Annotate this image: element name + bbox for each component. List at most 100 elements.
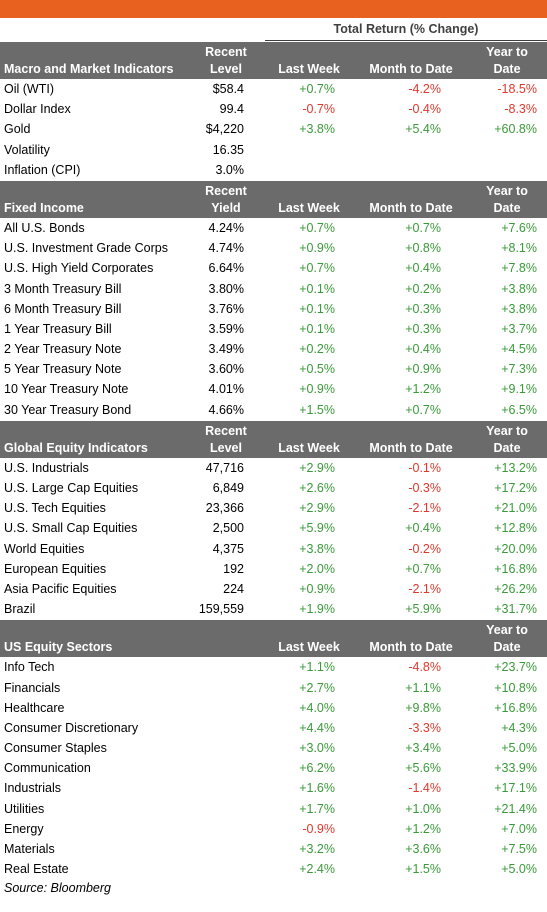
ytd-header-top: Year to xyxy=(486,623,528,638)
row-month-to-date: +1.5% xyxy=(405,862,441,877)
row-year-to-date: +16.8% xyxy=(494,561,537,576)
row-name: Brazil xyxy=(4,602,36,617)
row-year-to-date: +3.8% xyxy=(501,281,537,296)
week-header: Last Week xyxy=(278,440,340,455)
row-last-week: +3.8% xyxy=(299,122,335,137)
row-name: Energy xyxy=(4,821,44,836)
row-level: $4,220 xyxy=(205,122,244,137)
table-row: Healthcare +4.0% +9.8% +16.8% xyxy=(0,699,547,719)
row-level: 159,559 xyxy=(198,602,244,617)
row-year-to-date: +12.8% xyxy=(494,521,537,536)
row-last-week: +1.6% xyxy=(299,781,335,796)
table-row: Materials +3.2% +3.6% +7.5% xyxy=(0,840,547,860)
row-year-to-date: +7.0% xyxy=(501,821,537,836)
total-return-header: Total Return (% Change) xyxy=(0,18,547,42)
market-table: Macro and Market Indicators Recent Level La… xyxy=(0,42,547,880)
row-level: 4.74% xyxy=(208,241,244,256)
row-month-to-date: +5.4% xyxy=(405,122,441,137)
table-row: 2 Year Treasury Note 3.49% +0.2% +0.4% +4.5% xyxy=(0,340,547,360)
row-year-to-date: +21.0% xyxy=(494,501,537,516)
row-last-week: +3.0% xyxy=(299,741,335,756)
row-month-to-date: +1.1% xyxy=(405,680,441,695)
row-month-to-date: -1.4% xyxy=(408,781,441,796)
row-month-to-date: +3.6% xyxy=(405,842,441,856)
row-level: 3.59% xyxy=(208,321,244,336)
ytd-header: Date xyxy=(493,440,521,455)
row-name: U.S. Industrials xyxy=(4,460,89,475)
row-year-to-date: +7.3% xyxy=(501,362,537,377)
section-header: Fixed Income Recent Yield Last Week Month to… xyxy=(0,180,547,219)
row-year-to-date: +7.5% xyxy=(501,842,537,856)
table-row: Consumer Discretionary +4.4% -3.3% +4.3% xyxy=(0,719,547,739)
ytd-header: Date xyxy=(493,200,521,215)
row-name: Real Estate xyxy=(4,862,69,877)
table-row: U.S. Investment Grade Corps 4.74% +0.9% +0.… xyxy=(0,239,547,259)
row-level: 3.49% xyxy=(208,342,244,357)
row-year-to-date: +17.1% xyxy=(494,781,537,796)
row-name: U.S. Investment Grade Corps xyxy=(4,241,168,256)
row-last-week: +0.7% xyxy=(299,220,335,235)
row-year-to-date: +33.9% xyxy=(494,761,537,776)
row-month-to-date: -0.3% xyxy=(408,481,441,495)
row-year-to-date: +7.8% xyxy=(501,261,537,276)
table-row: 10 Year Treasury Note 4.01% +0.9% +1.2% +9.1… xyxy=(0,380,547,400)
week-header: Last Week xyxy=(278,62,340,76)
row-month-to-date: +3.4% xyxy=(405,741,441,756)
row-name: Industrials xyxy=(4,781,61,796)
row-last-week: +3.2% xyxy=(299,842,335,856)
row-month-to-date: +0.8% xyxy=(405,241,441,256)
row-month-to-date: +1.2% xyxy=(405,821,441,836)
row-name: Inflation (CPI) xyxy=(4,162,81,177)
table-row: Brazil 159,559 +1.9% +5.9% +31.7% xyxy=(0,600,547,620)
row-month-to-date: +0.4% xyxy=(405,261,441,276)
row-last-week: +5.9% xyxy=(299,521,335,536)
row-last-week: +2.9% xyxy=(299,460,335,475)
table-row: Oil (WTI) $58.4 +0.7% -4.2% -18.5% xyxy=(0,80,547,100)
row-month-to-date: +0.9% xyxy=(405,362,441,377)
row-month-to-date: +0.2% xyxy=(405,281,441,296)
row-level: 2,500 xyxy=(212,521,244,536)
row-last-week: -0.7% xyxy=(302,102,335,117)
row-name: Gold xyxy=(4,122,31,137)
table-row: Asia Pacific Equities 224 +0.9% -2.1% +26.2% xyxy=(0,580,547,600)
row-year-to-date: +6.5% xyxy=(501,402,537,417)
row-name: U.S. Tech Equities xyxy=(4,501,106,516)
table-row: World Equities 4,375 +3.8% -0.2% +20.0% xyxy=(0,540,547,560)
row-name: European Equities xyxy=(4,561,107,576)
row-name: Materials xyxy=(4,842,55,856)
row-level: 192 xyxy=(223,561,244,576)
row-year-to-date: -8.3% xyxy=(504,102,537,117)
row-month-to-date: +0.7% xyxy=(405,402,441,417)
row-month-to-date: +1.0% xyxy=(405,801,441,816)
row-year-to-date: +60.8% xyxy=(494,122,537,137)
row-last-week: +0.9% xyxy=(299,581,335,596)
row-month-to-date: +0.4% xyxy=(405,521,441,536)
table-row: U.S. Small Cap Equities 2,500 +5.9% +0.4% +1… xyxy=(0,519,547,539)
row-year-to-date: +21.4% xyxy=(494,801,537,816)
row-level: 224 xyxy=(223,581,244,596)
row-last-week: +0.1% xyxy=(299,321,335,336)
row-last-week: -0.9% xyxy=(302,821,335,836)
row-name: All U.S. Bonds xyxy=(4,220,85,235)
row-year-to-date: +3.7% xyxy=(501,321,537,336)
section-header: Global Equity Indicators Recent Level Last … xyxy=(0,420,547,459)
ytd-header-top: Year to xyxy=(486,423,528,438)
row-name: Oil (WTI) xyxy=(4,82,54,96)
row-last-week: +1.9% xyxy=(299,602,335,617)
row-level: 99.4 xyxy=(219,102,244,117)
row-name: 2 Year Treasury Note xyxy=(4,342,122,357)
row-name: 10 Year Treasury Note xyxy=(4,382,129,397)
row-month-to-date: +0.3% xyxy=(405,321,441,336)
row-level: 3.0% xyxy=(215,162,245,177)
table-row: Volatility 16.35 xyxy=(0,141,547,161)
mtd-header: Month to Date xyxy=(369,200,453,215)
level-header-top: Recent xyxy=(205,45,247,59)
row-level: $58.4 xyxy=(212,82,244,96)
row-year-to-date: +4.3% xyxy=(501,720,537,735)
row-last-week: +0.1% xyxy=(299,281,335,296)
row-level: 4.01% xyxy=(208,382,244,397)
row-last-week: +1.1% xyxy=(299,660,335,675)
level-header: Yield xyxy=(211,200,241,215)
ytd-header: Date xyxy=(493,640,521,655)
row-month-to-date: -2.1% xyxy=(408,581,441,596)
